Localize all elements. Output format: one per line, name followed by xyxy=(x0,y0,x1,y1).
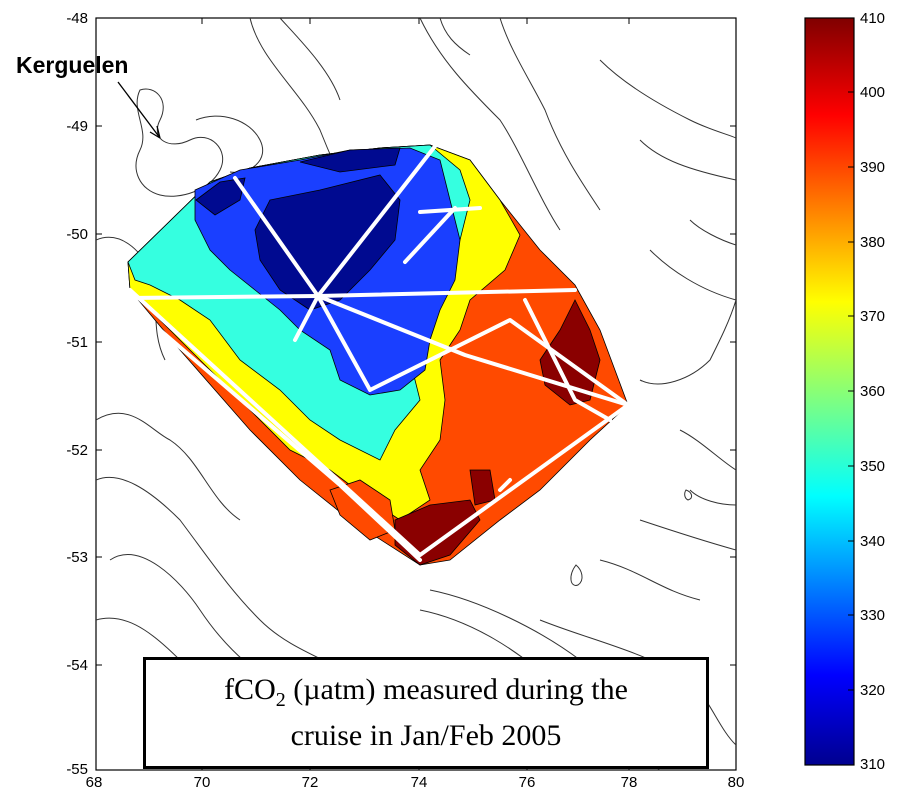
colorbar-tick-label: 310 xyxy=(860,756,885,773)
fco2-region-darkred-south xyxy=(394,499,481,566)
y-tick-label: -55 xyxy=(66,761,88,778)
x-tick-label: 72 xyxy=(302,774,319,791)
y-tick-label: -51 xyxy=(66,334,88,351)
x-tick-label: 68 xyxy=(86,774,103,791)
fco2-contour-field xyxy=(127,144,629,566)
caption-line1-rest: (µatm) measured during the xyxy=(285,673,628,706)
x-tick-label: 74 xyxy=(411,774,428,791)
caption-box: fCO2 (µatm) measured during the cruise i… xyxy=(143,657,709,769)
y-tick-label: -50 xyxy=(66,226,88,243)
y-tick-label: -52 xyxy=(66,442,88,459)
y-tick-label: -53 xyxy=(66,549,88,566)
x-axis: 68 70 72 74 76 78 80 xyxy=(86,18,745,791)
kerguelen-arrow-line xyxy=(117,81,161,139)
x-tick-label: 78 xyxy=(621,774,638,791)
colorbar-tick-label: 400 xyxy=(860,84,885,101)
fco2-region-darkblue-north xyxy=(299,147,401,173)
caption-subscript: 2 xyxy=(275,689,286,711)
colorbar: 410 400 390 380 370 360 350 340 330 320 … xyxy=(804,10,885,773)
fco2-region-darkred-east xyxy=(539,299,601,406)
colorbar-tick-label: 320 xyxy=(860,682,885,699)
y-tick-label: -54 xyxy=(66,657,88,674)
kerguelen-label: Kerguelen xyxy=(16,52,128,78)
y-tick-label: -48 xyxy=(66,10,88,27)
colorbar-tick-label: 390 xyxy=(860,159,885,176)
x-tick-label: 70 xyxy=(194,774,211,791)
y-tick-label: -49 xyxy=(66,118,88,135)
y-axis: -48 -49 -50 -51 -52 -53 -54 -55 xyxy=(66,10,736,778)
colorbar-tick-label: 380 xyxy=(860,234,885,251)
caption-line-1: fCO2 (µatm) measured during the xyxy=(224,672,628,718)
colorbar-tick-label: 340 xyxy=(860,533,885,550)
caption-fco-text: fCO xyxy=(224,673,276,706)
x-tick-label: 76 xyxy=(519,774,536,791)
colorbar-tick-label: 360 xyxy=(860,383,885,400)
kerguelen-arrow-head xyxy=(149,125,161,139)
caption-line-2: cruise in Jan/Feb 2005 xyxy=(290,719,562,752)
colorbar-tick-label: 370 xyxy=(860,308,885,325)
fco2-region-darkblue xyxy=(254,174,401,311)
colorbar-tick-label: 330 xyxy=(860,607,885,624)
cruise-track xyxy=(128,143,630,562)
colorbar-tick-label: 410 xyxy=(860,10,885,27)
x-tick-label: 80 xyxy=(728,774,745,791)
colorbar-tick-label: 350 xyxy=(860,458,885,475)
